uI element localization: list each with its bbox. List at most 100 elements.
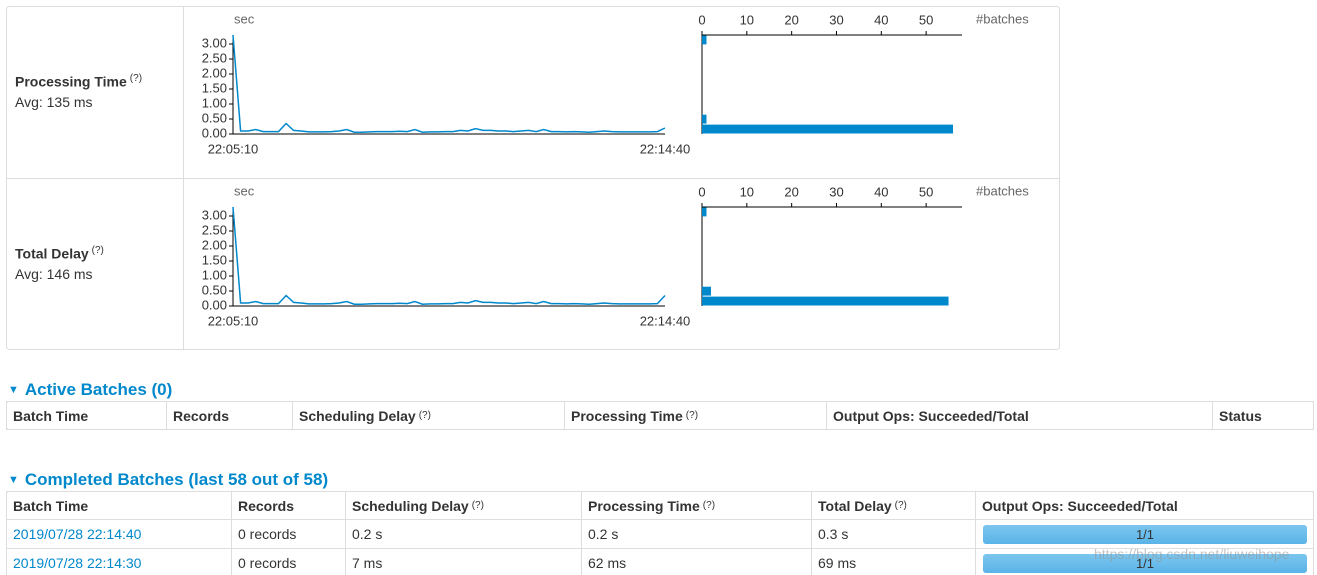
histogram-bar [702, 124, 954, 134]
progress-bar: 1/1 [983, 554, 1307, 573]
header-cell: Status [1213, 401, 1314, 430]
batch-link[interactable]: 2019/07/28 22:14:30 [13, 555, 142, 571]
table-cell: 7 ms [346, 549, 582, 575]
cell-text: 69 ms [818, 555, 857, 571]
table-cell: 1/1 [976, 520, 1314, 549]
header-text: Processing Time [571, 407, 683, 424]
cell-text: 0.3 s [818, 526, 849, 542]
metric-average: Avg: 135 ms [15, 94, 93, 110]
y-axis-label: sec [234, 183, 255, 198]
x-tick-label: 22:14:40 [640, 141, 691, 156]
histogram-bar [702, 35, 707, 45]
cell-text: 0.2 s [352, 526, 383, 542]
section-title: ▼ Active Batches (0) [8, 380, 172, 400]
help-icon: (?) [894, 500, 907, 511]
x-tick-label: 22:05:10 [208, 313, 259, 328]
table-cell: 2019/07/28 22:14:40 [6, 520, 232, 549]
help-icon: (?) [91, 245, 104, 256]
header-text: Records [238, 497, 295, 514]
header-text: Status [1219, 407, 1262, 424]
table-cell: 69 ms [812, 549, 976, 575]
metric-label: Total Delay (?) [15, 245, 104, 262]
cell-text: 62 ms [588, 555, 627, 571]
x-tick-label: 50 [919, 12, 933, 27]
header-cell: Scheduling Delay (?) [346, 491, 582, 520]
y-tick-label: 0.00 [202, 125, 227, 140]
section-title-text: Active Batches (0) [24, 380, 173, 399]
x-tick-label: 50 [919, 184, 933, 199]
y-tick-label: 0.50 [202, 282, 227, 297]
histogram-bar [702, 114, 707, 124]
header-text: Total Delay [818, 497, 892, 514]
header-cell: Output Ops: Succeeded/Total [976, 491, 1314, 520]
batch-link[interactable]: 2019/07/28 22:14:40 [13, 526, 142, 542]
collapse-arrow: ▼ [8, 384, 19, 396]
help-icon: (?) [418, 410, 431, 421]
y-tick-label: 1.50 [202, 80, 227, 95]
histogram-bar [702, 286, 711, 296]
y-tick-label: 1.00 [202, 95, 227, 110]
header-text: Batch Time [13, 407, 89, 424]
x-tick-label: 0 [698, 12, 705, 27]
header-cell: Processing Time (?) [565, 401, 827, 430]
y-axis-label: sec [234, 11, 255, 26]
histogram-bar [702, 296, 949, 306]
table-cell: 62 ms [582, 549, 812, 575]
help-icon: (?) [685, 410, 699, 421]
x-tick-label: 40 [874, 12, 888, 27]
cell-text: 0 records [238, 555, 297, 571]
x-axis-label: #batches [976, 11, 1029, 26]
table-cell: 0.2 s [346, 520, 582, 549]
y-tick-label: 0.50 [202, 110, 227, 125]
y-tick-label: 2.00 [202, 237, 227, 252]
metric-label: Processing Time (?) [15, 73, 143, 90]
section-title-text: Completed Batches (last 58 out of 58) [24, 470, 329, 489]
x-tick-label: 10 [740, 184, 754, 199]
help-icon: (?) [702, 500, 716, 511]
cell-text: 0.2 s [588, 526, 619, 542]
x-tick-label: 20 [784, 184, 798, 199]
cell-text: 7 ms [352, 555, 383, 571]
x-axis-label: #batches [976, 183, 1029, 198]
timeline [232, 34, 666, 133]
y-tick-label: 1.00 [202, 267, 227, 282]
progress-bar: 1/1 [983, 525, 1307, 544]
table-cell: 0 records [232, 520, 346, 549]
x-tick-label: 20 [784, 12, 798, 27]
header-text: Scheduling Delay [352, 497, 469, 514]
header-cell: Records [232, 491, 346, 520]
y-tick-label: 3.00 [202, 207, 227, 222]
table-cell: 0 records [232, 549, 346, 575]
header-text: Output Ops: Succeeded/Total [833, 407, 1029, 424]
x-tick-label: 22:14:40 [640, 313, 691, 328]
y-tick-label: 3.00 [202, 35, 227, 50]
y-tick-label: 1.50 [202, 252, 227, 267]
x-tick-label: 30 [829, 184, 843, 199]
table-cell: 0.2 s [582, 520, 812, 549]
watermark: https://blog.csdn.net/liuweihope [1094, 546, 1290, 562]
header-cell: Records [167, 401, 293, 430]
header-cell: Batch Time [6, 401, 167, 430]
help-icon: (?) [129, 73, 143, 84]
header-cell: Output Ops: Succeeded/Total [827, 401, 1213, 430]
table-cell: 2019/07/28 22:14:30 [6, 549, 232, 575]
y-tick-label: 2.50 [202, 50, 227, 65]
table-cell: 0.3 s [812, 520, 976, 549]
header-text: Records [173, 407, 230, 424]
table-cell: 1/1 [976, 549, 1314, 575]
header-text: Output Ops: Succeeded/Total [982, 497, 1178, 514]
x-tick-label: 22:05:10 [208, 141, 259, 156]
x-tick-label: 0 [698, 184, 705, 199]
y-tick-label: 2.00 [202, 65, 227, 80]
x-tick-label: 40 [874, 184, 888, 199]
y-tick-label: 2.50 [202, 222, 227, 237]
timeline [232, 206, 666, 305]
collapse-arrow: ▼ [8, 474, 19, 486]
header-text: Processing Time [588, 497, 700, 514]
histogram-bar [702, 207, 707, 217]
x-tick-label: 10 [740, 12, 754, 27]
header-cell: Total Delay (?) [812, 491, 976, 520]
x-tick-label: 30 [829, 12, 843, 27]
